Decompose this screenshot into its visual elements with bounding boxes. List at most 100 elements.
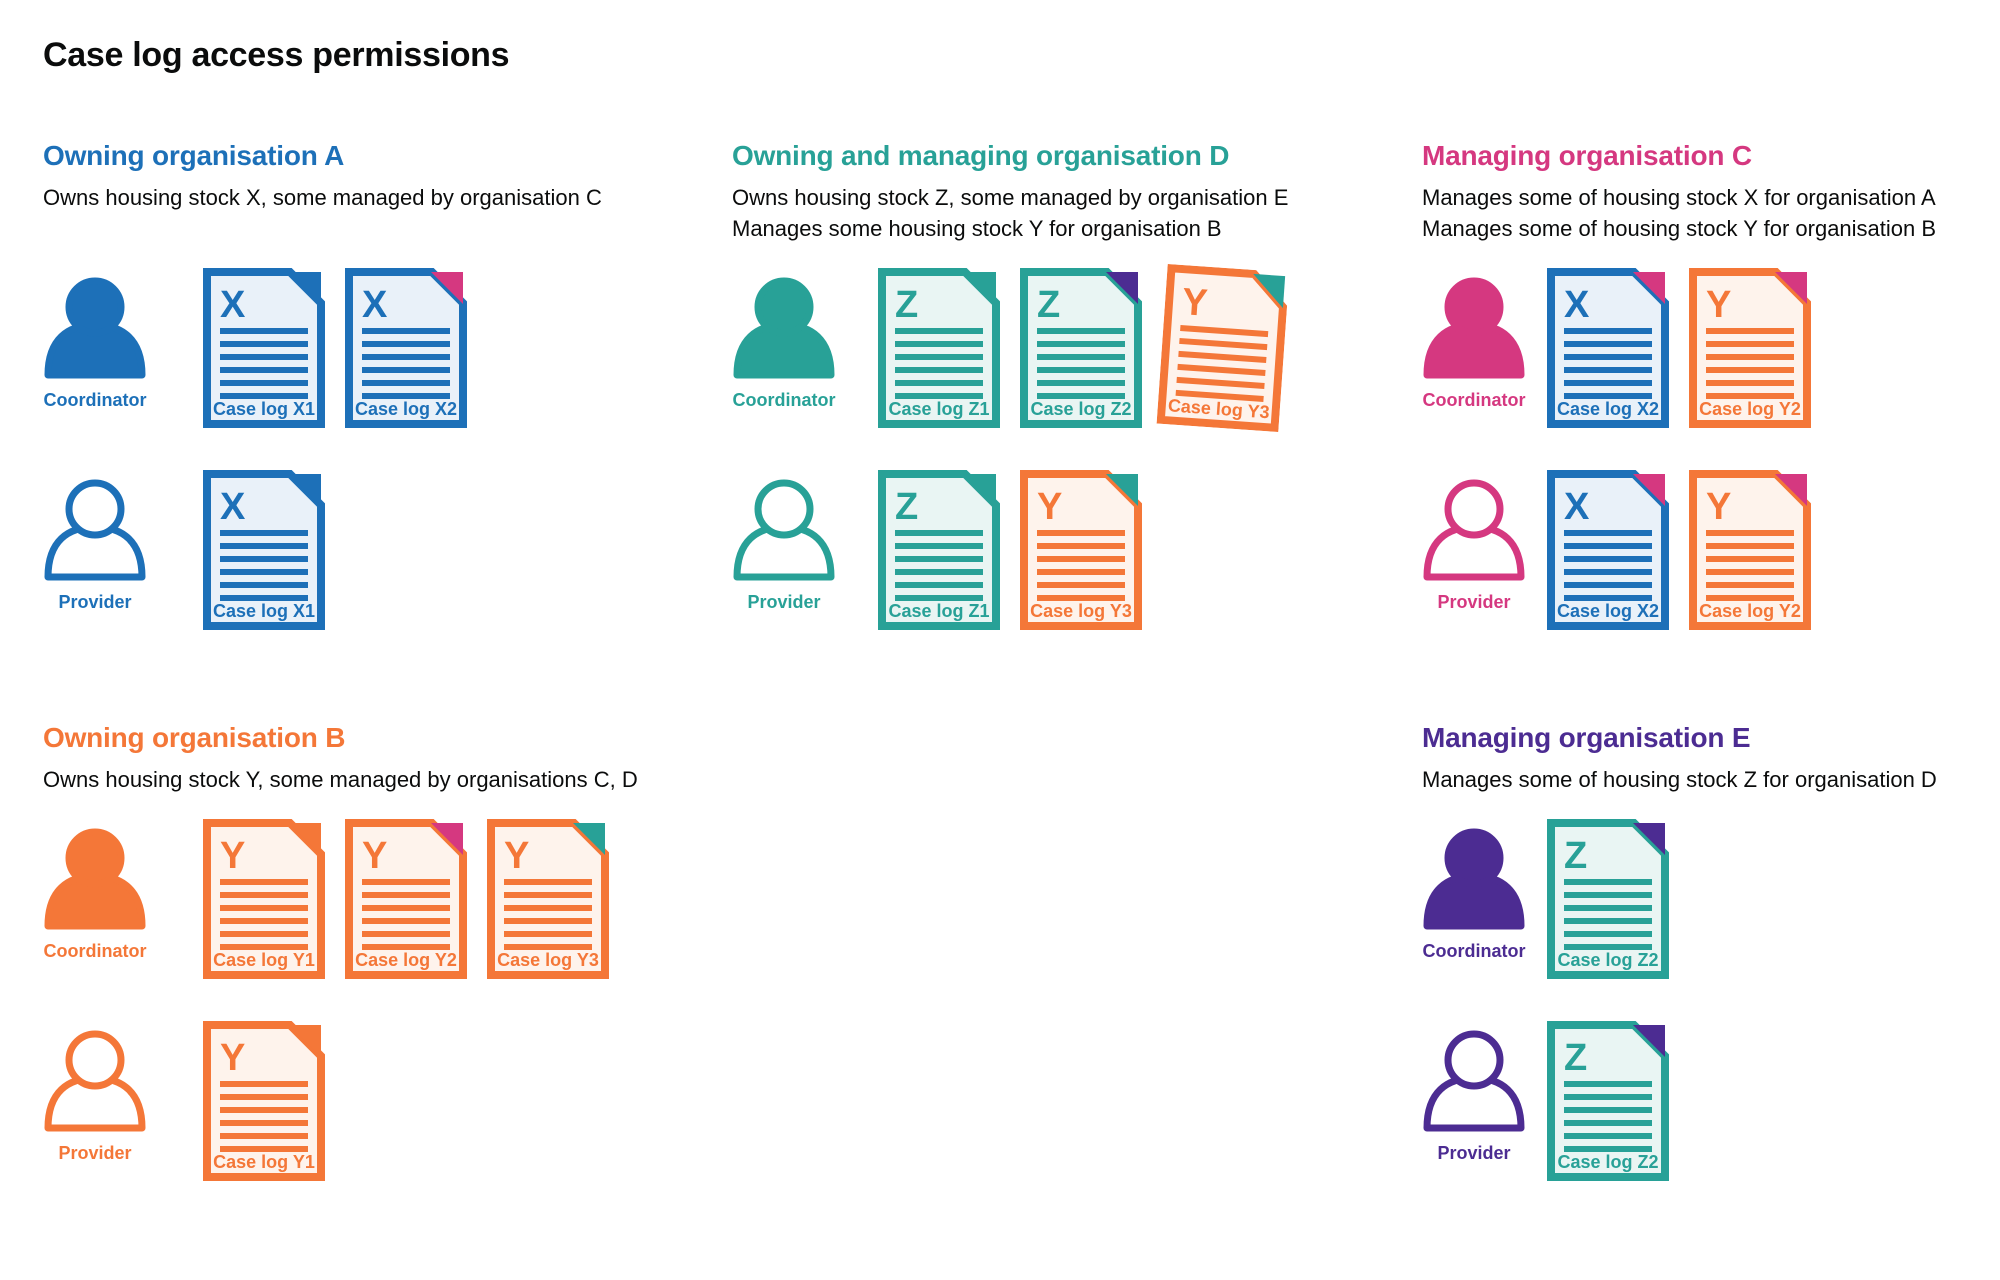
case-log-document: Z Case log Z2 [1547,1021,1669,1181]
text-line [1179,337,1268,351]
text-line [220,892,308,898]
text-line [1564,1120,1652,1126]
document-list: Z Case log Z1 Y Case log Y3 [878,470,1142,630]
permission-rows: Coordinator X Case log X1 X Case log X2 Provi… [43,268,715,630]
section-heading: Managing organisation E [1422,722,1751,753]
text-line [220,530,308,536]
text-line [1564,1094,1652,1100]
role-label: Coordinator [43,390,147,410]
text-line [1564,380,1652,386]
document-label: Case log Y2 [1699,399,1801,419]
text-line [1564,328,1652,334]
case-log-document: Y Case log Y3 [487,819,609,979]
document-text-lines [1037,328,1125,399]
permission-row-provider: Provider Y Case log Y1 [43,1021,715,1181]
section-heading: Managing organisation C [1422,140,1752,171]
text-line [220,879,308,885]
document-fold-icon [964,272,996,304]
text-line [1706,569,1794,575]
document-label: Case log Z1 [888,399,989,419]
document-text-lines [220,1081,308,1152]
text-line [1037,367,1125,373]
text-line [1706,543,1794,549]
coordinator-icon [44,277,146,379]
permission-row-provider: Provider X Case log X2 Y Case log Y2 [1422,470,1992,630]
document-letter: Z [895,284,918,326]
text-line [220,1107,308,1113]
text-line [220,367,308,373]
text-line [1037,328,1125,334]
section-description: Owns housing stock X, some managed by or… [43,182,715,246]
text-line [1564,1081,1652,1087]
document-fold-icon [1106,272,1138,304]
permission-row-coordinator: Coordinator X Case log X2 Y Case log Y2 [1422,268,1992,428]
document-label: Case log Y1 [213,950,315,970]
role-label: Coordinator [1422,941,1526,961]
document-letter: Y [1181,281,1209,325]
document-label: Case log Z2 [1557,950,1658,970]
permission-rows: Coordinator X Case log X2 Y Case log Y2 Provi… [1422,268,1992,630]
text-line [1706,530,1794,536]
text-line [895,595,983,601]
text-line [362,892,450,898]
document-label: Case log X2 [355,399,457,419]
document-text-lines [220,328,308,399]
document-letter: X [1564,284,1590,326]
person-provider: Provider [732,478,836,613]
document-fold-icon [1633,272,1665,304]
text-line [1037,556,1125,562]
text-line [895,543,983,549]
text-line [1564,556,1652,562]
text-line [1706,595,1794,601]
section-description-line: Manages some housing stock Y for organis… [732,216,1222,241]
text-line [1177,363,1266,377]
case-log-document: X Case log X2 [1547,470,1669,630]
text-line [895,341,983,347]
case-log-document: Z Case log Z1 [878,470,1000,630]
text-line [362,944,450,950]
text-line [1706,328,1794,334]
text-line [504,931,592,937]
text-line [220,341,308,347]
text-line [1564,1133,1652,1139]
document-text-lines [362,879,450,950]
text-line [1706,582,1794,588]
text-line [1564,931,1652,937]
coordinator-icon [1423,277,1525,379]
text-line [1178,350,1267,364]
document-letter: X [220,284,246,326]
text-line [1037,393,1125,399]
case-log-document: Y Case log Y2 [1689,470,1811,630]
provider-icon [1423,479,1525,581]
document-letter: Z [1564,835,1587,877]
document-text-lines [895,328,983,399]
person-head [65,828,125,888]
section-description-line: Owns housing stock Z, some managed by or… [732,185,1289,210]
document-fold-icon [1775,474,1807,506]
text-line [1706,354,1794,360]
text-line [362,393,450,399]
document-fold-icon [289,474,321,506]
org-section-org-e: Managing organisation E Manages some of h… [1422,722,1992,1181]
org-section-org-a: Owning organisation A Owns housing stock … [43,140,715,630]
section-heading: Owning organisation B [43,722,346,753]
text-line [895,367,983,373]
text-line [1564,543,1652,549]
text-line [504,905,592,911]
person-provider: Provider [1422,478,1526,613]
text-line [895,530,983,536]
role-label: Coordinator [1422,390,1526,410]
org-section-org-c: Managing organisation C Manages some of h… [1422,140,1992,630]
org-section-org-d: Owning and managing organisation D Owns h… [732,140,1408,630]
document-text-lines [504,879,592,950]
person-coordinator: Coordinator [43,827,147,962]
document-text-lines [1564,879,1652,950]
permission-row-coordinator: Coordinator Y Case log Y1 Y Case log Y2 Y Case… [43,819,715,979]
section-description-line: Owns housing stock Y, some managed by or… [43,767,638,792]
text-line [895,380,983,386]
document-letter: Y [1037,486,1062,528]
text-line [362,328,450,334]
person-head [1444,1030,1504,1090]
document-letter: X [362,284,388,326]
